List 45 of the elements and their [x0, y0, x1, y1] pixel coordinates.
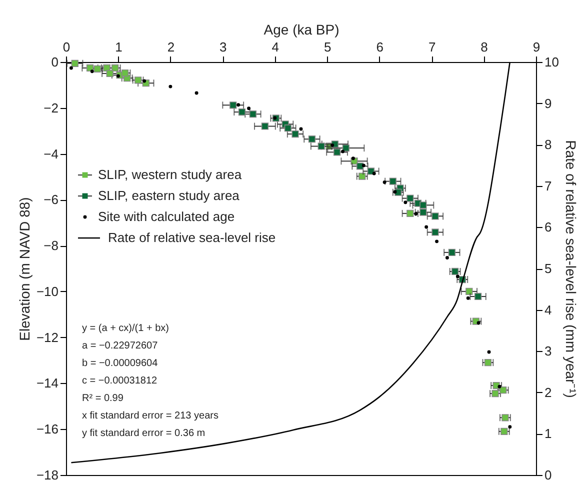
x-tick-label: 8 [480, 40, 488, 54]
x-tick-label: 5 [324, 40, 332, 54]
x-tick-label: 4 [272, 40, 280, 54]
legend-label: SLIP, eastern study area [98, 188, 240, 203]
annotation: R² = 0.99 [82, 393, 124, 404]
legend-label: SLIP, western study area [98, 167, 242, 182]
y-tick-label: −14 [36, 376, 58, 391]
x-tick-label: 0 [62, 40, 70, 54]
x-tick-label: 6 [376, 40, 384, 54]
y-tick-label: −8 [44, 238, 58, 254]
y2-tick-label: 3 [544, 344, 552, 359]
x-axis-title: Age (ka BP) [264, 22, 340, 38]
annotation: c = −0.00031812 [82, 376, 158, 386]
y2-tick-label: 7 [544, 178, 552, 194]
y2-tick-label: 0 [544, 468, 552, 482]
x-tick-label: 7 [428, 40, 436, 54]
annotation: b = −0.00009604 [82, 358, 158, 369]
x-tick-label: 1 [115, 40, 122, 54]
annotation: a = −0.22972607 [82, 340, 158, 352]
y-tick-label: −10 [36, 284, 58, 299]
y2-tick-label: 6 [544, 220, 552, 235]
y-axis-title: Elevation (m NAVD 88) [16, 197, 32, 341]
annotation: y fit standard error = 0.36 m [82, 428, 206, 439]
y-tick-label: 0 [51, 54, 58, 70]
y-tick-label: −6 [44, 192, 58, 208]
y2-tick-label: 10 [544, 54, 559, 70]
annotation: x fit standard error = 213 years [82, 410, 218, 422]
legend-label: Rate of relative sea-level rise [108, 230, 276, 245]
y2-tick-label: 2 [544, 384, 552, 400]
y2-axis-title: Rate of relative sea-level rise (mm year⁻¹) [562, 140, 579, 398]
y-tick-label: −18 [36, 468, 58, 482]
annotation: y = (a + cx)/(1 + bx) [82, 323, 169, 334]
x-tick-label: 2 [167, 40, 175, 54]
y-tick-label: −4 [44, 146, 58, 162]
y-tick-label: −16 [36, 422, 58, 437]
y2-tick-label: 9 [544, 96, 552, 111]
legend-label: Site with calculated age [98, 209, 235, 224]
x-tick-label: 3 [220, 40, 227, 54]
y2-tick-label: 4 [544, 302, 552, 318]
y2-tick-label: 5 [544, 261, 552, 276]
y-tick-label: −12 [36, 330, 58, 345]
x-tick-label: 9 [532, 40, 540, 54]
y2-tick-label: 1 [544, 426, 552, 442]
y-tick-label: −2 [44, 100, 58, 116]
y2-tick-label: 8 [544, 137, 552, 152]
